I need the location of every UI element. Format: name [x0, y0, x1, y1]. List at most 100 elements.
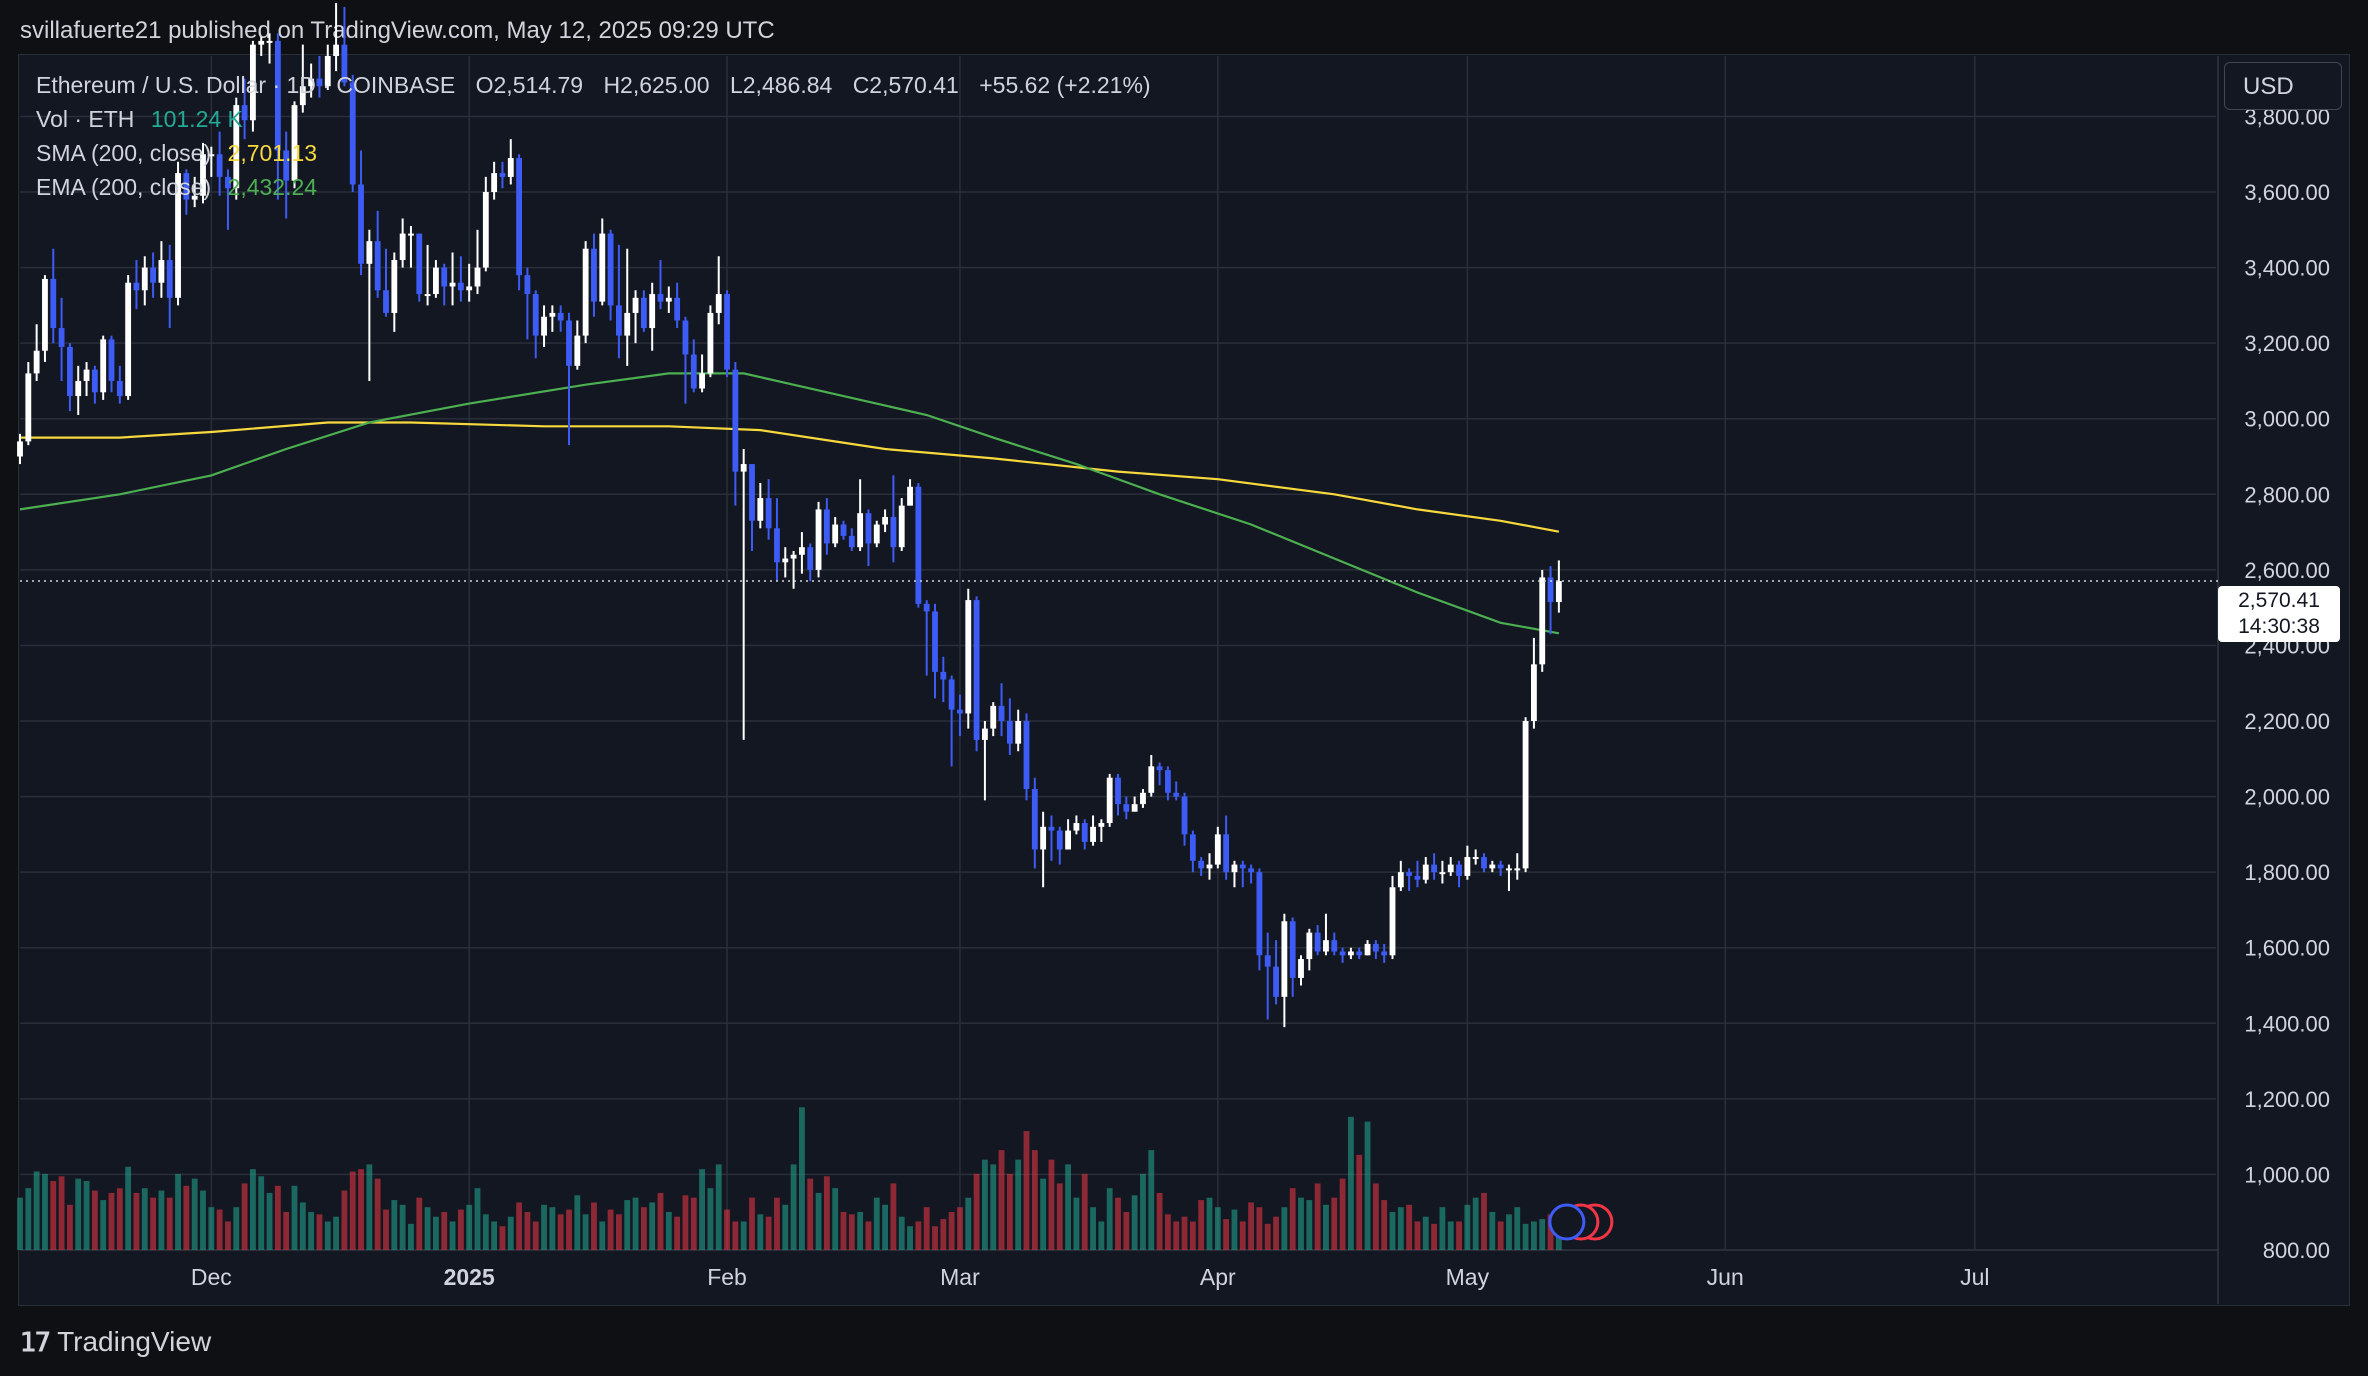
candle-body	[1140, 792, 1146, 805]
candle-body	[466, 286, 473, 291]
candle-body	[1339, 951, 1346, 956]
candle-body	[258, 40, 265, 45]
x-tick-label: Feb	[707, 1264, 747, 1290]
candle-body	[557, 312, 564, 321]
candle-body	[790, 554, 797, 559]
candle-body	[965, 600, 972, 714]
candle-body	[932, 611, 938, 672]
volume-bar	[549, 1207, 556, 1250]
candle-body	[125, 282, 132, 397]
candle-body	[225, 176, 231, 189]
candle-body	[1156, 766, 1163, 771]
legend-sma-row[interactable]: SMA (200, close) 2,701.13	[36, 136, 1165, 170]
legend-ema-row[interactable]: EMA (200, close) 2,432.24	[36, 170, 1165, 204]
candle-body	[740, 464, 747, 472]
volume-bar	[624, 1200, 631, 1250]
volume-bar	[1497, 1221, 1504, 1250]
candle-body	[1447, 864, 1454, 873]
legend-volume-row[interactable]: Vol · ETH 101.24 K	[36, 102, 1165, 136]
volume-bar	[674, 1216, 681, 1250]
volume-bar	[75, 1178, 82, 1250]
candle-body	[349, 82, 356, 185]
candle-body	[615, 305, 622, 336]
volume-bar	[1106, 1188, 1113, 1250]
candle-body	[1214, 834, 1221, 865]
volume-bar	[1023, 1131, 1030, 1250]
volume-bar	[249, 1169, 256, 1250]
volume-bar	[507, 1216, 514, 1250]
tradingview-logo[interactable]: 𝟣𝟩 TradingView	[20, 1322, 211, 1362]
candle-body	[1189, 834, 1196, 861]
volume-bar	[840, 1211, 847, 1250]
tradingview-logo-icon: 𝟣𝟩	[20, 1326, 51, 1357]
x-tick-label: Jun	[1707, 1264, 1744, 1290]
volume-bar	[457, 1209, 464, 1250]
volume-bar	[1481, 1192, 1487, 1250]
candle-body	[1239, 864, 1246, 869]
volume-bar	[266, 1192, 273, 1250]
candle-body	[674, 297, 681, 321]
x-tick-label: Apr	[1200, 1264, 1236, 1290]
ema-line	[19, 372, 1560, 635]
volume-bar	[175, 1173, 181, 1250]
volume-bar	[898, 1216, 905, 1250]
candle-body	[865, 513, 872, 544]
volume-bar	[66, 1204, 73, 1250]
volume-bar	[1015, 1159, 1022, 1250]
currency-button[interactable]: USD	[2224, 62, 2342, 110]
candle-body	[990, 705, 997, 729]
candle-body	[1522, 721, 1529, 869]
volume-bar	[607, 1209, 614, 1250]
volume-bar	[100, 1200, 107, 1250]
candle-body	[17, 441, 23, 457]
volume-bar	[366, 1164, 373, 1250]
candle-body	[1023, 721, 1030, 790]
volume-bar	[1456, 1221, 1462, 1250]
candle-body	[499, 173, 506, 177]
volume-bar	[1447, 1221, 1454, 1250]
candle-body	[1497, 864, 1504, 869]
candle-body	[441, 267, 448, 287]
symbol-label[interactable]: Ethereum / U.S. Dollar · 1D · COINBASE	[36, 72, 456, 98]
volume-bar	[1231, 1209, 1238, 1250]
volume-bar	[1031, 1150, 1038, 1250]
volume-bar	[1331, 1197, 1338, 1250]
volume-bar	[1364, 1121, 1371, 1250]
volume-bar	[915, 1221, 922, 1250]
candle-body	[1456, 864, 1462, 876]
candle-body	[516, 158, 523, 276]
x-tick-label: 2025	[444, 1264, 495, 1290]
volume-bar	[466, 1204, 473, 1250]
candle-body	[1530, 664, 1537, 722]
volume-bar	[482, 1214, 489, 1250]
volume-bar	[349, 1171, 356, 1250]
volume-bar	[33, 1171, 40, 1250]
candle-body	[998, 705, 1005, 722]
y-tick-label: 800.00	[2263, 1238, 2330, 1263]
candle-body	[166, 260, 173, 298]
candle-body	[291, 105, 298, 181]
volume-bar	[940, 1219, 947, 1250]
volume-bar	[116, 1188, 123, 1250]
volume-bar	[740, 1221, 747, 1250]
volume-bar	[615, 1214, 622, 1250]
volume-bar	[1264, 1223, 1271, 1250]
candle-body	[757, 498, 764, 521]
candle-body	[1131, 804, 1138, 812]
candle-body	[840, 524, 847, 536]
volume-bar	[724, 1209, 730, 1250]
candle-body	[665, 297, 672, 302]
candle-body	[241, 105, 248, 121]
volume-bar	[283, 1211, 290, 1250]
volume-bar	[665, 1211, 672, 1250]
volume-bar	[640, 1207, 647, 1250]
volume-bar	[316, 1214, 323, 1250]
candle-body	[882, 516, 889, 525]
candle-body	[574, 335, 581, 366]
volume-bar	[1306, 1200, 1313, 1250]
change-value: +55.62 (+2.21%)	[979, 72, 1151, 98]
volume-bar	[732, 1221, 739, 1250]
chart-panel[interactable]	[18, 54, 2350, 1306]
y-tick-label: 3,600.00	[2244, 180, 2330, 205]
